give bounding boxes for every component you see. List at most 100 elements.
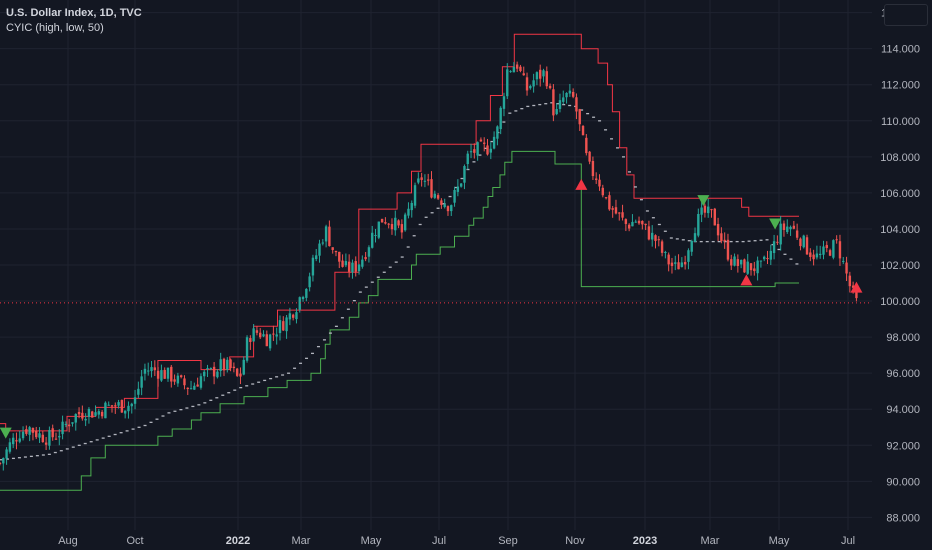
candle-body xyxy=(249,338,252,343)
candle-body xyxy=(153,367,157,371)
candle-body xyxy=(614,207,618,214)
midline-dot xyxy=(245,385,249,387)
candle-body xyxy=(542,70,545,77)
candle-body xyxy=(799,238,802,247)
candle-body xyxy=(173,379,176,382)
candle-body xyxy=(776,241,779,243)
midline-dot xyxy=(83,442,87,445)
candle-body xyxy=(226,359,229,370)
x-tick-label: May xyxy=(769,535,790,547)
candle-body xyxy=(160,370,163,381)
candle-body xyxy=(667,254,670,265)
midline-dot xyxy=(257,381,261,383)
midline-dot xyxy=(53,451,57,454)
x-axis[interactable]: Aug Oct 2022 Mar May Jul Sep Nov 2023 Mar May Jul xyxy=(58,535,855,547)
candle-body xyxy=(367,247,371,257)
candle-body xyxy=(275,334,278,337)
candle-body xyxy=(539,69,542,79)
midline-dot xyxy=(305,357,309,359)
candle-body xyxy=(361,259,364,267)
midline-dot xyxy=(687,240,691,242)
candle-body xyxy=(697,213,700,236)
candle-body xyxy=(199,376,203,388)
candle-body xyxy=(766,258,769,260)
midline-dot xyxy=(735,240,739,243)
candle-body xyxy=(515,64,519,69)
midline-dot xyxy=(71,446,75,448)
candle-body xyxy=(618,212,621,214)
candle-body xyxy=(64,424,68,426)
symbol-title[interactable]: U.S. Dollar Index, 1D, TVC xyxy=(6,7,142,19)
candle-body xyxy=(469,151,473,153)
candle-body xyxy=(298,297,301,310)
candle-body xyxy=(28,427,31,435)
midline-dot xyxy=(388,266,392,268)
midline-dot xyxy=(352,300,356,302)
candle-body xyxy=(575,97,578,112)
candle-body xyxy=(374,234,377,236)
indicator-label[interactable]: CYIC (high, low, 50) xyxy=(6,22,104,34)
chart-control-box[interactable] xyxy=(884,4,928,26)
candle-body xyxy=(473,149,476,153)
candle-body xyxy=(598,179,601,187)
y-axis[interactable]: 116.000114.000112.000110.000108.000106.0… xyxy=(880,8,920,525)
candle-body xyxy=(364,257,367,260)
candle-body xyxy=(634,221,637,223)
candle-body xyxy=(18,438,21,442)
midline-dot xyxy=(167,412,171,414)
candle-body xyxy=(555,108,558,115)
midline-dot xyxy=(478,154,482,156)
candle-body xyxy=(114,405,117,407)
candle-body xyxy=(838,241,842,259)
midline-dot xyxy=(430,212,434,214)
x-tick-label: Mar xyxy=(701,535,720,547)
candle-body xyxy=(779,223,782,245)
candle-body xyxy=(91,411,94,418)
midline-dot xyxy=(532,104,536,107)
candle-body xyxy=(687,250,690,262)
midline-dot xyxy=(11,457,15,460)
midline-dot xyxy=(675,238,679,240)
midline-dot xyxy=(191,405,195,408)
candle-body xyxy=(268,334,272,349)
candle-body xyxy=(321,242,325,244)
candle-body xyxy=(710,209,713,211)
candle-body xyxy=(117,402,120,406)
midline-dot xyxy=(651,217,655,219)
candle-body xyxy=(252,328,255,342)
midline-dot xyxy=(47,453,51,455)
candle-body xyxy=(845,262,848,274)
candle-body xyxy=(11,437,15,445)
midline-dot xyxy=(741,240,745,243)
candle-body xyxy=(792,225,796,229)
candle-body xyxy=(110,405,114,407)
midline-dot xyxy=(466,168,470,171)
candle-body xyxy=(812,254,815,260)
candle-body xyxy=(660,241,664,253)
midline-dot xyxy=(227,392,231,394)
candle-body xyxy=(624,219,628,224)
candle-body xyxy=(459,183,463,187)
candle-body xyxy=(206,368,209,370)
candle-body xyxy=(8,442,12,452)
candle-body xyxy=(219,359,222,371)
candle-body xyxy=(769,250,772,260)
y-tick-label: 114.000 xyxy=(881,44,920,56)
candle-body xyxy=(77,411,81,415)
sell-signal-marker xyxy=(697,195,710,207)
candle-body xyxy=(647,226,651,240)
candle-body xyxy=(733,256,736,266)
candle-body xyxy=(453,189,456,203)
upper-band-line xyxy=(0,33,799,432)
lower-band-line xyxy=(0,150,799,491)
y-tick-label: 110.000 xyxy=(881,116,920,128)
candle-body xyxy=(166,367,170,379)
candle-body xyxy=(150,367,153,372)
candle-body xyxy=(456,186,460,192)
candle-body xyxy=(397,220,400,226)
midline-dot xyxy=(209,399,213,401)
candle-body xyxy=(522,73,525,76)
candle-body xyxy=(822,246,825,255)
candle-body xyxy=(496,126,499,139)
